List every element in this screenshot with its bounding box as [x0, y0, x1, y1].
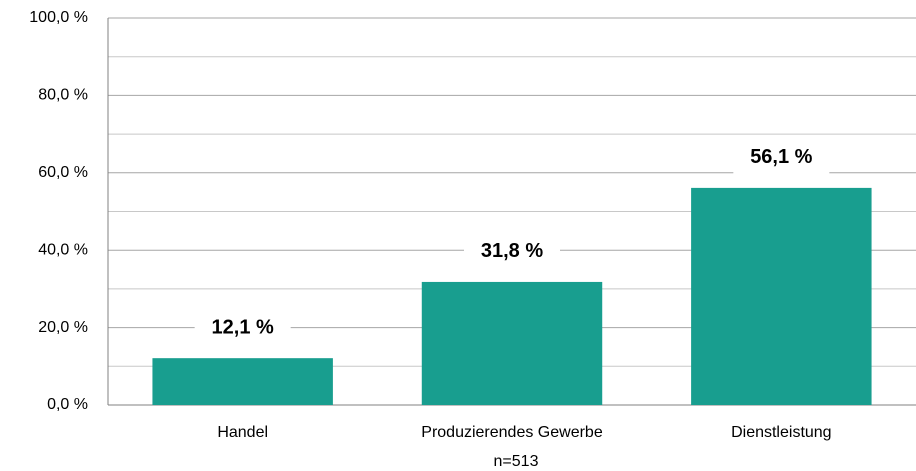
y-tick-label: 80,0 % — [38, 87, 88, 104]
y-tick-label: 40,0 % — [38, 241, 88, 258]
x-tick-label: Handel — [217, 424, 268, 441]
bar — [421, 281, 603, 405]
bar — [152, 358, 333, 405]
bar — [691, 187, 872, 405]
y-tick-label: 0,0 % — [47, 396, 88, 413]
value-label: 12,1 % — [212, 316, 274, 338]
y-tick-label: 60,0 % — [38, 164, 88, 181]
y-tick-label: 20,0 % — [38, 319, 88, 336]
value-label-bg — [464, 235, 560, 268]
x-axis-label: n=513 — [494, 453, 539, 470]
y-tick-label: 100,0 % — [29, 9, 88, 26]
value-label-bg — [733, 141, 830, 174]
x-tick-label: Dienstleistung — [731, 424, 832, 441]
x-tick-label: Produzierendes Gewerbe — [421, 424, 603, 441]
value-label: 56,1 % — [750, 146, 812, 168]
value-label-bg — [194, 312, 291, 345]
value-label: 31,8 % — [481, 240, 543, 262]
